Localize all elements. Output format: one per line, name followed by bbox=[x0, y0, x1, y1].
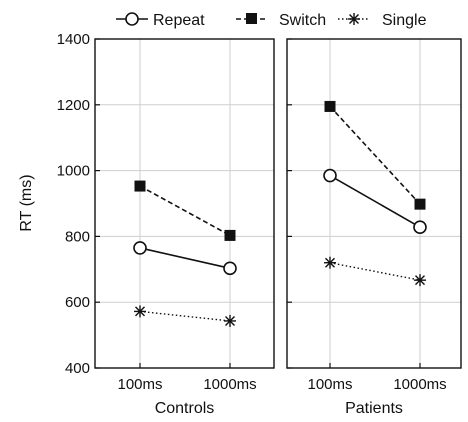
data-point-single bbox=[134, 305, 146, 318]
y-tick-label: 400 bbox=[65, 360, 90, 377]
data-point-repeat bbox=[133, 241, 147, 255]
data-point-repeat bbox=[323, 168, 337, 183]
data-point-single bbox=[414, 274, 426, 287]
series-line-single bbox=[139, 310, 231, 322]
panel-label: Controls bbox=[155, 400, 215, 417]
data-point-single bbox=[324, 256, 336, 269]
data-point-switch bbox=[324, 100, 336, 112]
series-line-switch bbox=[139, 185, 231, 237]
y-axis-label: RT (ms) bbox=[18, 174, 35, 231]
panel-patients: 100ms 1000ms Patients bbox=[286, 38, 462, 417]
y-tick-label: 600 bbox=[65, 294, 90, 311]
data-point-repeat bbox=[223, 261, 237, 276]
legend: Repeat Switch Single bbox=[116, 12, 427, 29]
series-line-switch bbox=[329, 105, 421, 205]
y-tick-label: 1000 bbox=[57, 163, 90, 180]
panel-frame bbox=[286, 38, 462, 369]
data-point-repeat bbox=[413, 220, 427, 234]
series-line-repeat bbox=[139, 247, 231, 270]
series-line-repeat bbox=[329, 174, 421, 228]
x-tick-label: 1000ms bbox=[203, 376, 256, 393]
x-tick-label: 100ms bbox=[117, 376, 162, 393]
data-point-single bbox=[224, 314, 236, 327]
x-tick-label: 1000ms bbox=[393, 376, 446, 393]
legend-item-repeat: Repeat bbox=[116, 12, 205, 29]
legend-label-repeat: Repeat bbox=[153, 12, 205, 29]
legend-item-single: Single bbox=[338, 12, 427, 29]
y-tick-label: 1400 bbox=[57, 31, 90, 48]
legend-item-switch: Switch bbox=[236, 12, 326, 29]
panel-controls: 400 600 800 1000 1200 1400 100ms 1000ms Controls bbox=[57, 31, 275, 417]
legend-label-single: Single bbox=[382, 12, 427, 29]
x-tick-label: 100ms bbox=[307, 376, 352, 393]
panel-label: Patients bbox=[345, 400, 403, 417]
y-tick-label: 1200 bbox=[57, 97, 90, 114]
data-point-switch bbox=[414, 198, 426, 210]
series-line-single bbox=[329, 262, 421, 281]
y-tick-label: 800 bbox=[65, 228, 90, 245]
data-point-switch bbox=[134, 180, 146, 192]
data-point-switch bbox=[224, 229, 236, 241]
panel-frame bbox=[94, 38, 275, 369]
legend-label-switch: Switch bbox=[279, 12, 326, 29]
